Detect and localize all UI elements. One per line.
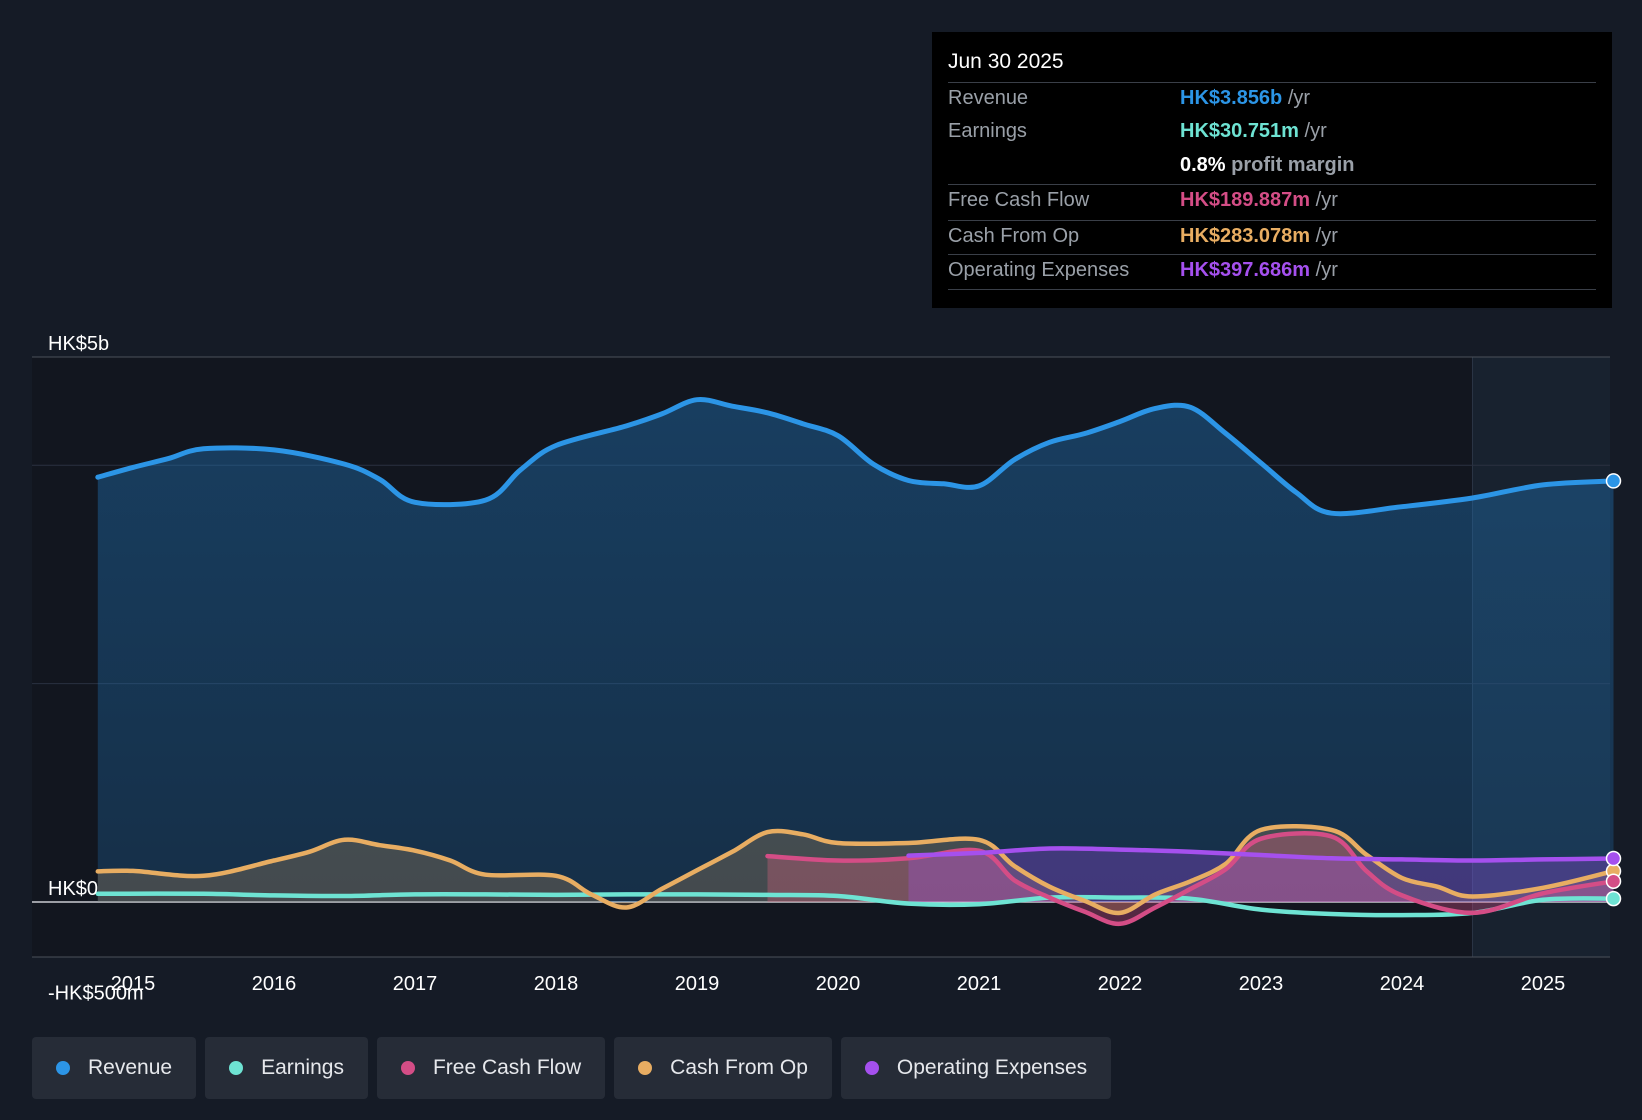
tooltip-panel: Jun 30 2025 Revenue HK$3.856b /yr Earnin…	[932, 32, 1612, 308]
legend-label: Operating Expenses	[896, 1056, 1088, 1079]
earnings-line	[95, 891, 1616, 918]
x-axis-tick-label: 2019	[675, 973, 720, 995]
tooltip-row-operating-expenses: Operating Expenses HK$397.686m /yr	[948, 254, 1596, 290]
legend-label: Cash From Op	[670, 1056, 808, 1079]
tooltip-value: HK$30.751m /yr	[1180, 120, 1327, 142]
revenue-area	[97, 399, 1614, 902]
revenue-line	[95, 397, 1616, 517]
legend-item-earnings[interactable]: Earnings	[205, 1037, 368, 1099]
x-axis-tick-label: 2020	[816, 973, 861, 995]
x-axis-tick-label: 2023	[1239, 973, 1284, 995]
legend: Revenue Earnings Free Cash Flow Cash Fro…	[32, 1037, 1112, 1099]
x-axis-tick-label: 2017	[393, 973, 438, 995]
free-cash-flow-area	[767, 833, 1614, 924]
tooltip-date: Jun 30 2025	[948, 50, 1064, 73]
legend-item-cash-from-op[interactable]: Cash From Op	[614, 1037, 832, 1099]
operating-expenses-dot-icon	[864, 1061, 879, 1075]
legend-item-revenue[interactable]: Revenue	[32, 1037, 197, 1099]
x-axis-tick-label: 2021	[957, 973, 1002, 995]
x-axis-tick-label: 2015	[111, 973, 156, 995]
y-axis-label: HK$5b	[48, 333, 109, 355]
tooltip-label: Cash From Op	[948, 225, 1080, 247]
legend-item-operating-expenses[interactable]: Operating Expenses	[840, 1037, 1112, 1099]
free-cash-flow-end-dot	[1605, 873, 1622, 890]
tooltip-profit-margin: 0.8% profit margin	[1180, 154, 1355, 176]
tooltip-row-earnings: Earnings HK$30.751m /yr	[948, 116, 1596, 150]
tooltip-row-free-cash-flow: Free Cash Flow HK$189.887m /yr	[948, 184, 1596, 219]
legend-label: Revenue	[88, 1056, 173, 1079]
tooltip-row-cash-from-op: Cash From Op HK$283.078m /yr	[948, 220, 1596, 255]
tooltip-label: Operating Expenses	[948, 259, 1130, 281]
earnings-end-dot	[1605, 890, 1622, 907]
tooltip-value: HK$397.686m /yr	[1180, 259, 1338, 281]
tooltip-value: HK$189.887m /yr	[1180, 189, 1338, 211]
legend-item-free-cash-flow[interactable]: Free Cash Flow	[376, 1037, 606, 1099]
operating-expenses-line	[906, 846, 1616, 863]
tooltip-value: HK$3.856b /yr	[1180, 87, 1311, 109]
x-axis-tick-label: 2022	[1098, 973, 1143, 995]
tooltip-value: HK$283.078m /yr	[1180, 225, 1338, 247]
x-axis-tick-label: 2018	[534, 973, 579, 995]
legend-label: Free Cash Flow	[432, 1056, 582, 1079]
x-axis-tick-label: 2025	[1521, 973, 1566, 995]
cash-from-op-line	[95, 823, 1616, 916]
tooltip-label: Revenue	[948, 87, 1029, 109]
revenue-dot-icon	[56, 1061, 70, 1075]
cash-from-op-area	[97, 826, 1614, 913]
tooltip-label: Free Cash Flow	[948, 189, 1090, 211]
y-axis-label: HK$0	[48, 878, 98, 900]
tooltip-label: Earnings	[948, 120, 1027, 142]
cash-from-op-dot-icon	[638, 1061, 653, 1075]
tooltip-row-revenue: Revenue HK$3.856b /yr	[948, 82, 1596, 117]
free-cash-flow-line	[765, 831, 1616, 927]
free-cash-flow-dot-icon	[400, 1061, 415, 1075]
earnings-dot-icon	[229, 1061, 244, 1075]
y-axis-label: -HK$500m	[48, 983, 144, 1005]
legend-label: Earnings	[261, 1056, 344, 1079]
x-axis-tick-label: 2016	[252, 973, 297, 995]
revenue-end-dot	[1605, 473, 1622, 489]
x-axis-tick-label: 2024	[1380, 973, 1425, 995]
operating-expenses-end-dot	[1605, 850, 1622, 867]
